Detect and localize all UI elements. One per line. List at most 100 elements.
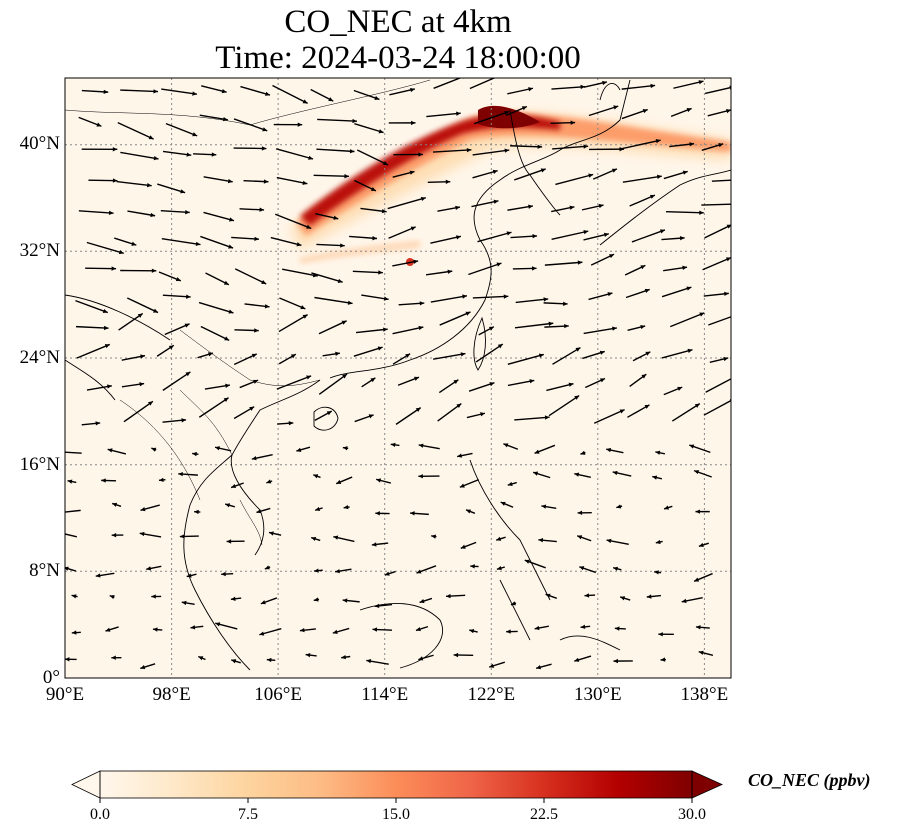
wind-arrow-head	[584, 593, 590, 598]
wind-arrow-head	[223, 280, 229, 285]
wind-arrow-head	[112, 502, 118, 507]
wind-arrow-head	[496, 262, 502, 267]
wind-arrow-head	[256, 509, 262, 514]
wind-arrow-shaft	[65, 533, 78, 538]
wind-arrow-head	[265, 91, 270, 96]
wind-arrow-shaft	[354, 123, 384, 134]
wind-arrow-shaft	[704, 224, 731, 239]
wind-arrow-head	[302, 180, 308, 185]
wind-arrow-head	[56, 531, 61, 535]
wind-arrow-head	[326, 411, 332, 416]
wind-arrow-head	[249, 406, 255, 411]
wind-arrow-head	[470, 564, 475, 569]
wind-arrow-head	[488, 326, 494, 331]
wind-arrow-head	[613, 105, 619, 110]
wind-arrow-head	[569, 205, 575, 210]
y-tick-16n: 16°N	[19, 454, 60, 475]
wind-arrow-shaft	[471, 200, 499, 208]
wind-arrow-head	[221, 571, 226, 577]
wind-arrow-head	[540, 168, 546, 173]
wind-arrow-head	[460, 352, 466, 357]
wind-arrow-head	[313, 474, 319, 479]
wind-arrow-head	[659, 229, 665, 234]
wind-arrow-head	[613, 658, 618, 664]
wind-arrow-shaft	[65, 451, 82, 454]
wind-arrow-shaft	[120, 89, 159, 93]
wind-arrow-head	[227, 178, 233, 184]
wind-arrow-shaft	[468, 262, 502, 276]
wind-arrow-head	[140, 354, 146, 359]
wind-arrow-shaft	[661, 349, 693, 359]
wind-arrow-head	[333, 535, 339, 540]
wind-arrow-shaft	[240, 85, 271, 96]
wind-arrow-shaft	[161, 88, 198, 95]
wind-arrow-head	[343, 504, 349, 510]
wind-arrow-head	[311, 536, 317, 542]
wind-arrow-head	[107, 384, 112, 389]
wind-arrow-head	[431, 534, 437, 539]
wind-arrow-shaft	[621, 108, 648, 120]
colorbar-extend-min	[71, 770, 101, 799]
wind-arrow-head	[340, 243, 345, 248]
wind-arrow-head	[344, 174, 349, 179]
wind-arrow-shaft	[514, 416, 550, 421]
x-tick-90e: 90°E	[45, 684, 85, 705]
wind-arrow-head	[419, 598, 425, 604]
wind-arrow-head	[737, 202, 742, 206]
wind-arrow-head	[314, 568, 319, 573]
wind-arrow-head	[151, 268, 157, 273]
wind-arrow-shaft	[127, 210, 156, 217]
wind-arrow-head	[313, 597, 319, 602]
wind-arrow-shaft	[551, 230, 589, 240]
wind-arrow-shaft	[164, 323, 190, 336]
wind-arrow-shaft	[510, 145, 543, 148]
wind-arrow-head	[503, 294, 509, 299]
wind-arrow-shaft	[157, 183, 186, 194]
y-tick-40n: 40°N	[19, 133, 60, 154]
wind-arrow-head	[500, 73, 505, 77]
wind-arrow-shaft	[673, 80, 704, 89]
wind-arrow-head	[342, 446, 348, 451]
wind-arrow-shaft	[313, 174, 349, 178]
wind-arrow-shaft	[395, 407, 422, 425]
wind-arrow-head	[150, 212, 156, 218]
wind-arrow-head	[215, 446, 220, 451]
wind-arrow-head	[296, 242, 302, 247]
wind-arrow-shaft	[203, 211, 235, 222]
colorbar-tick-0: 0.0	[90, 806, 110, 823]
wind-arrow-head	[456, 111, 461, 116]
wind-arrow-shaft	[708, 316, 731, 326]
wind-arrow-shaft	[86, 241, 124, 254]
wind-arrow-head	[181, 418, 187, 423]
wind-arrow-head	[689, 444, 695, 449]
wind-arrow-head	[588, 173, 594, 178]
wind-arrow-head	[536, 665, 542, 670]
wind-arrow-head	[152, 627, 158, 632]
wind-arrow-head	[698, 650, 704, 655]
wind-arrow-shaft	[275, 213, 312, 230]
wind-arrow-head	[682, 265, 688, 270]
wind-arrow-shaft	[514, 322, 554, 329]
wind-arrow-head	[677, 386, 683, 391]
wind-arrow-shaft	[316, 148, 355, 153]
wind-arrow-head	[528, 204, 533, 209]
wind-arrow-head	[375, 511, 380, 516]
wind-arrow-head	[599, 350, 605, 355]
wind-arrow-head	[445, 179, 451, 185]
wind-arrow-head	[420, 196, 426, 202]
wind-arrow-head	[147, 401, 153, 406]
wind-arrow-shaft	[551, 85, 586, 90]
wind-arrow-head	[104, 344, 110, 349]
wind-arrow-head	[251, 353, 257, 358]
wind-arrow-head	[695, 509, 700, 514]
wind-arrow-shaft	[507, 353, 544, 365]
wind-arrow-head	[118, 249, 124, 255]
wind-arrow-head	[195, 241, 201, 247]
wind-arrow-head	[186, 573, 192, 578]
wind-arrow-head	[60, 450, 65, 454]
wind-arrow-shaft	[430, 235, 462, 244]
wind-arrow-head	[347, 300, 353, 305]
wind-arrow-shaft	[515, 298, 549, 304]
wind-arrow-head	[368, 414, 374, 419]
wind-arrow-head	[342, 598, 348, 603]
